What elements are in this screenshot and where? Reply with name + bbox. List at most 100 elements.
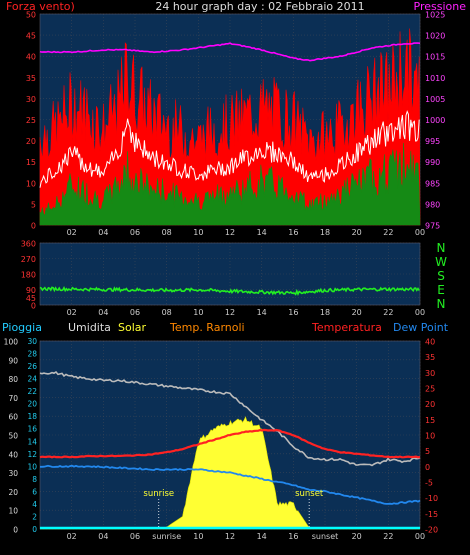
- y-tick-label-left: 40: [8, 450, 18, 459]
- x-tick-label: 02: [67, 532, 77, 541]
- y-tick-label-left: 60: [8, 413, 18, 422]
- y-tick-label-inner: 0: [32, 525, 37, 534]
- x-tick-label: 12: [225, 228, 235, 237]
- y-tick-label-inner: 20: [27, 400, 37, 409]
- x-tick-label: 12: [225, 308, 235, 317]
- y-tick-label-left: 50: [26, 11, 36, 20]
- x-tick-label: 06: [130, 228, 140, 237]
- compass-label: W: [435, 255, 447, 269]
- y-tick-label-left: 0: [31, 222, 36, 231]
- x-tick-label: 16: [288, 308, 298, 317]
- x-tick-label: sunset: [312, 532, 339, 541]
- y-tick-label-inner: 26: [27, 362, 37, 371]
- y-tick-label-inner: 4: [32, 500, 37, 509]
- x-tick-label: 04: [98, 308, 108, 317]
- y-tick-label-right: 1020: [425, 32, 445, 41]
- y-tick-label-left: 90: [8, 356, 18, 365]
- compass-label: S: [437, 269, 445, 283]
- y-tick-label-right: 975: [425, 222, 440, 231]
- x-tick-label: 22: [383, 532, 393, 541]
- sunrise-label: sunrise: [143, 489, 174, 499]
- sunset-label: sunset: [295, 489, 324, 499]
- y-tick-label-left: 45: [26, 294, 36, 303]
- y-tick-label-right: 5: [425, 447, 430, 456]
- wind-average-line: [39, 110, 420, 188]
- x-tick-label: 00: [415, 308, 425, 317]
- x-tick-label: 04: [98, 532, 108, 541]
- y-tick-label-right: 0: [425, 463, 430, 472]
- y-tick-label-left: 45: [26, 32, 36, 41]
- y-tick-label-left: 5: [31, 200, 36, 209]
- x-tick-label: 18: [320, 228, 330, 237]
- y-tick-label-left: 20: [26, 137, 36, 146]
- y-tick-label-left: 10: [26, 179, 36, 188]
- y-tick-label-right: 20: [425, 400, 435, 409]
- y-tick-label-left: 90: [26, 286, 36, 295]
- y-tick-label-right: 15: [425, 416, 435, 425]
- y-tick-label-right: 10: [425, 432, 435, 441]
- x-tick-label: 10: [193, 532, 203, 541]
- x-tick-label: 20: [352, 308, 362, 317]
- dew-point-line: [40, 464, 421, 505]
- pressure-line: [39, 42, 421, 62]
- y-tick-label-inner: 24: [27, 375, 37, 384]
- y-tick-label-inner: 30: [27, 337, 37, 346]
- y-tick-label-left: 100: [4, 338, 19, 347]
- y-tick-label-left: 30: [26, 95, 36, 104]
- x-tick-label: 08: [162, 228, 172, 237]
- x-tick-label: 14: [257, 308, 267, 317]
- y-tick-label-inner: 22: [27, 387, 37, 396]
- y-tick-label-left: 30: [8, 469, 18, 478]
- y-tick-label-left: 40: [26, 53, 36, 62]
- x-tick-label: 04: [98, 228, 108, 237]
- wind-speed-area: [39, 142, 421, 226]
- x-tick-label: 00: [415, 228, 425, 237]
- y-tick-label-right: 40: [425, 338, 435, 347]
- y-tick-label-right: 1025: [425, 11, 445, 20]
- y-tick-label-inner: 18: [27, 412, 37, 421]
- y-tick-label-right: 1010: [425, 74, 445, 83]
- legend-temperature: Temperatura: [311, 321, 382, 334]
- y-tick-label-right: 985: [425, 179, 440, 188]
- wind-axis-label: Forza vento): [6, 0, 75, 13]
- legend-dew-point: Dew Point: [393, 321, 449, 334]
- y-tick-label-right: 980: [425, 200, 440, 209]
- x-tick-label: 20: [352, 532, 362, 541]
- legend-solar: Solar: [118, 321, 147, 334]
- y-tick-label-right: 995: [425, 137, 440, 146]
- y-tick-label-inner: 2: [32, 512, 37, 521]
- x-tick-label: 18: [320, 308, 330, 317]
- y-tick-label-right: 25: [425, 385, 435, 394]
- y-tick-label-left: 50: [8, 432, 18, 441]
- pressure-axis-label: Pressione: [414, 0, 467, 13]
- x-tick-label: 20: [352, 228, 362, 237]
- chart-title: 24 hour graph day : 02 Febbraio 2011: [155, 0, 364, 13]
- temperature-legend: Pioggia Umidita Solar Temp. Rarnoli Temp…: [2, 321, 449, 334]
- x-tick-label: 16: [288, 532, 298, 541]
- temperature-line: [39, 428, 421, 459]
- y-tick-label-right: 1005: [425, 95, 445, 104]
- y-tick-label-inner: 28: [27, 350, 37, 359]
- x-tick-label: 22: [383, 228, 393, 237]
- x-tick-label: 06: [130, 532, 140, 541]
- wind-pressure-chart: [39, 28, 421, 226]
- y-tick-label-right: -20: [425, 526, 438, 535]
- x-tick-label: 10: [193, 228, 203, 237]
- legend-rain: Pioggia: [2, 321, 42, 334]
- x-tick-label: 08: [162, 308, 172, 317]
- x-tick-label: 06: [130, 308, 140, 317]
- compass-label: E: [437, 283, 445, 297]
- y-tick-label-left: 15: [26, 158, 36, 167]
- x-tick-label: sunrise: [152, 532, 181, 541]
- x-tick-label: 22: [383, 308, 393, 317]
- y-tick-label-left: 0: [13, 526, 18, 535]
- x-tick-label: 16: [288, 228, 298, 237]
- x-tick-label: 00: [415, 532, 425, 541]
- y-tick-label-left: 360: [21, 240, 36, 249]
- x-tick-label: 14: [257, 228, 267, 237]
- y-tick-label-inner: 6: [32, 487, 37, 496]
